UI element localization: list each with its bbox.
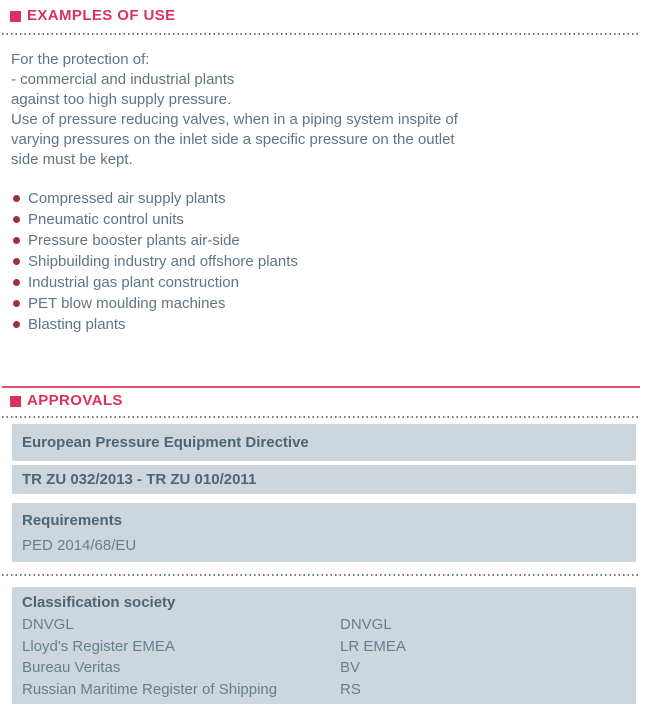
dotted-divider	[2, 33, 640, 35]
bullet-icon	[13, 258, 20, 265]
intro-paragraph: For the protection of: - commercial and …	[11, 50, 614, 170]
list-item: Pneumatic control units	[12, 209, 654, 230]
directive-bar: European Pressure Equipment Directive	[12, 424, 636, 461]
requirements-title: Requirements	[22, 512, 123, 529]
requirements-value: PED 2014/68/EU	[22, 537, 137, 554]
list-item-label: Industrial gas plant construction	[28, 274, 239, 291]
list-item-label: Compressed air supply plants	[28, 190, 226, 207]
bullet-icon	[13, 216, 20, 223]
intro-line: Use of pressure reducing valves, when in…	[11, 111, 458, 128]
society-code: BV	[340, 659, 361, 676]
requirements-bar: Requirements PED 2014/68/EU	[12, 503, 636, 562]
dotted-divider	[2, 574, 640, 576]
classification-society-bar: Classification society DNVGL DNVGL Lloyd…	[12, 587, 636, 704]
approvals-section: APPROVALS European Pressure Equipment Di…	[0, 386, 654, 704]
bullet-icon	[13, 300, 20, 307]
list-item: Pressure booster plants air-side	[12, 230, 654, 251]
society-name: DNVGL	[22, 616, 74, 633]
list-item-label: Pneumatic control units	[28, 211, 184, 228]
bullet-icon	[13, 237, 20, 244]
list-item: Blasting plants	[12, 314, 654, 335]
intro-line: - commercial and industrial plants	[11, 71, 235, 88]
examples-of-use-title: EXAMPLES OF USE	[27, 7, 176, 24]
tr-zu-bar: TR ZU 032/2013 - TR ZU 010/2011	[12, 465, 636, 494]
list-item: PET blow moulding machines	[12, 293, 654, 314]
dotted-divider	[2, 416, 640, 418]
society-code: RS	[340, 680, 361, 698]
red-square-icon	[10, 10, 21, 22]
use-cases-list: Compressed air supply plants Pneumatic c…	[12, 188, 654, 335]
society-name: Bureau Veritas	[22, 659, 121, 676]
table-row: Lloyd's Register EMEA LR EMEA	[22, 636, 626, 658]
section-top-rule	[2, 386, 640, 388]
society-code: DNVGL	[340, 616, 392, 633]
examples-of-use-section: EXAMPLES OF USE For the protection of: -…	[0, 8, 654, 335]
classification-title: Classification society	[22, 594, 176, 611]
list-item: Shipbuilding industry and offshore plant…	[12, 251, 654, 272]
list-item-label: Shipbuilding industry and offshore plant…	[28, 253, 298, 270]
intro-line: For the protection of:	[11, 51, 150, 68]
tr-zu-bar-label: TR ZU 032/2013 - TR ZU 010/2011	[22, 471, 257, 488]
intro-line: side must be kept.	[11, 151, 133, 168]
table-row: Bureau Veritas BV	[22, 657, 626, 679]
list-item: Compressed air supply plants	[12, 188, 654, 209]
table-row: DNVGL DNVGL	[22, 614, 626, 636]
society-code: LR EMEA	[340, 637, 406, 655]
society-name: Lloyd's Register EMEA	[22, 637, 175, 655]
list-item-label: Pressure booster plants air-side	[28, 232, 240, 249]
approvals-header: APPROVALS	[10, 393, 654, 409]
examples-of-use-header: EXAMPLES OF USE	[10, 8, 654, 24]
intro-line: varying pressures on the inlet side a sp…	[11, 131, 455, 148]
bullet-icon	[13, 279, 20, 286]
table-row: Russian Maritime Register of Shipping RS	[22, 679, 626, 701]
directive-bar-label: European Pressure Equipment Directive	[22, 434, 309, 451]
bullet-icon	[13, 321, 20, 328]
approvals-title: APPROVALS	[27, 392, 123, 409]
red-square-icon	[10, 395, 21, 407]
list-item-label: Blasting plants	[28, 316, 126, 333]
society-name: Russian Maritime Register of Shipping	[22, 680, 278, 698]
list-item-label: PET blow moulding machines	[28, 295, 226, 312]
bullet-icon	[13, 195, 20, 202]
list-item: Industrial gas plant construction	[12, 272, 654, 293]
intro-line: against too high supply pressure.	[11, 91, 232, 108]
